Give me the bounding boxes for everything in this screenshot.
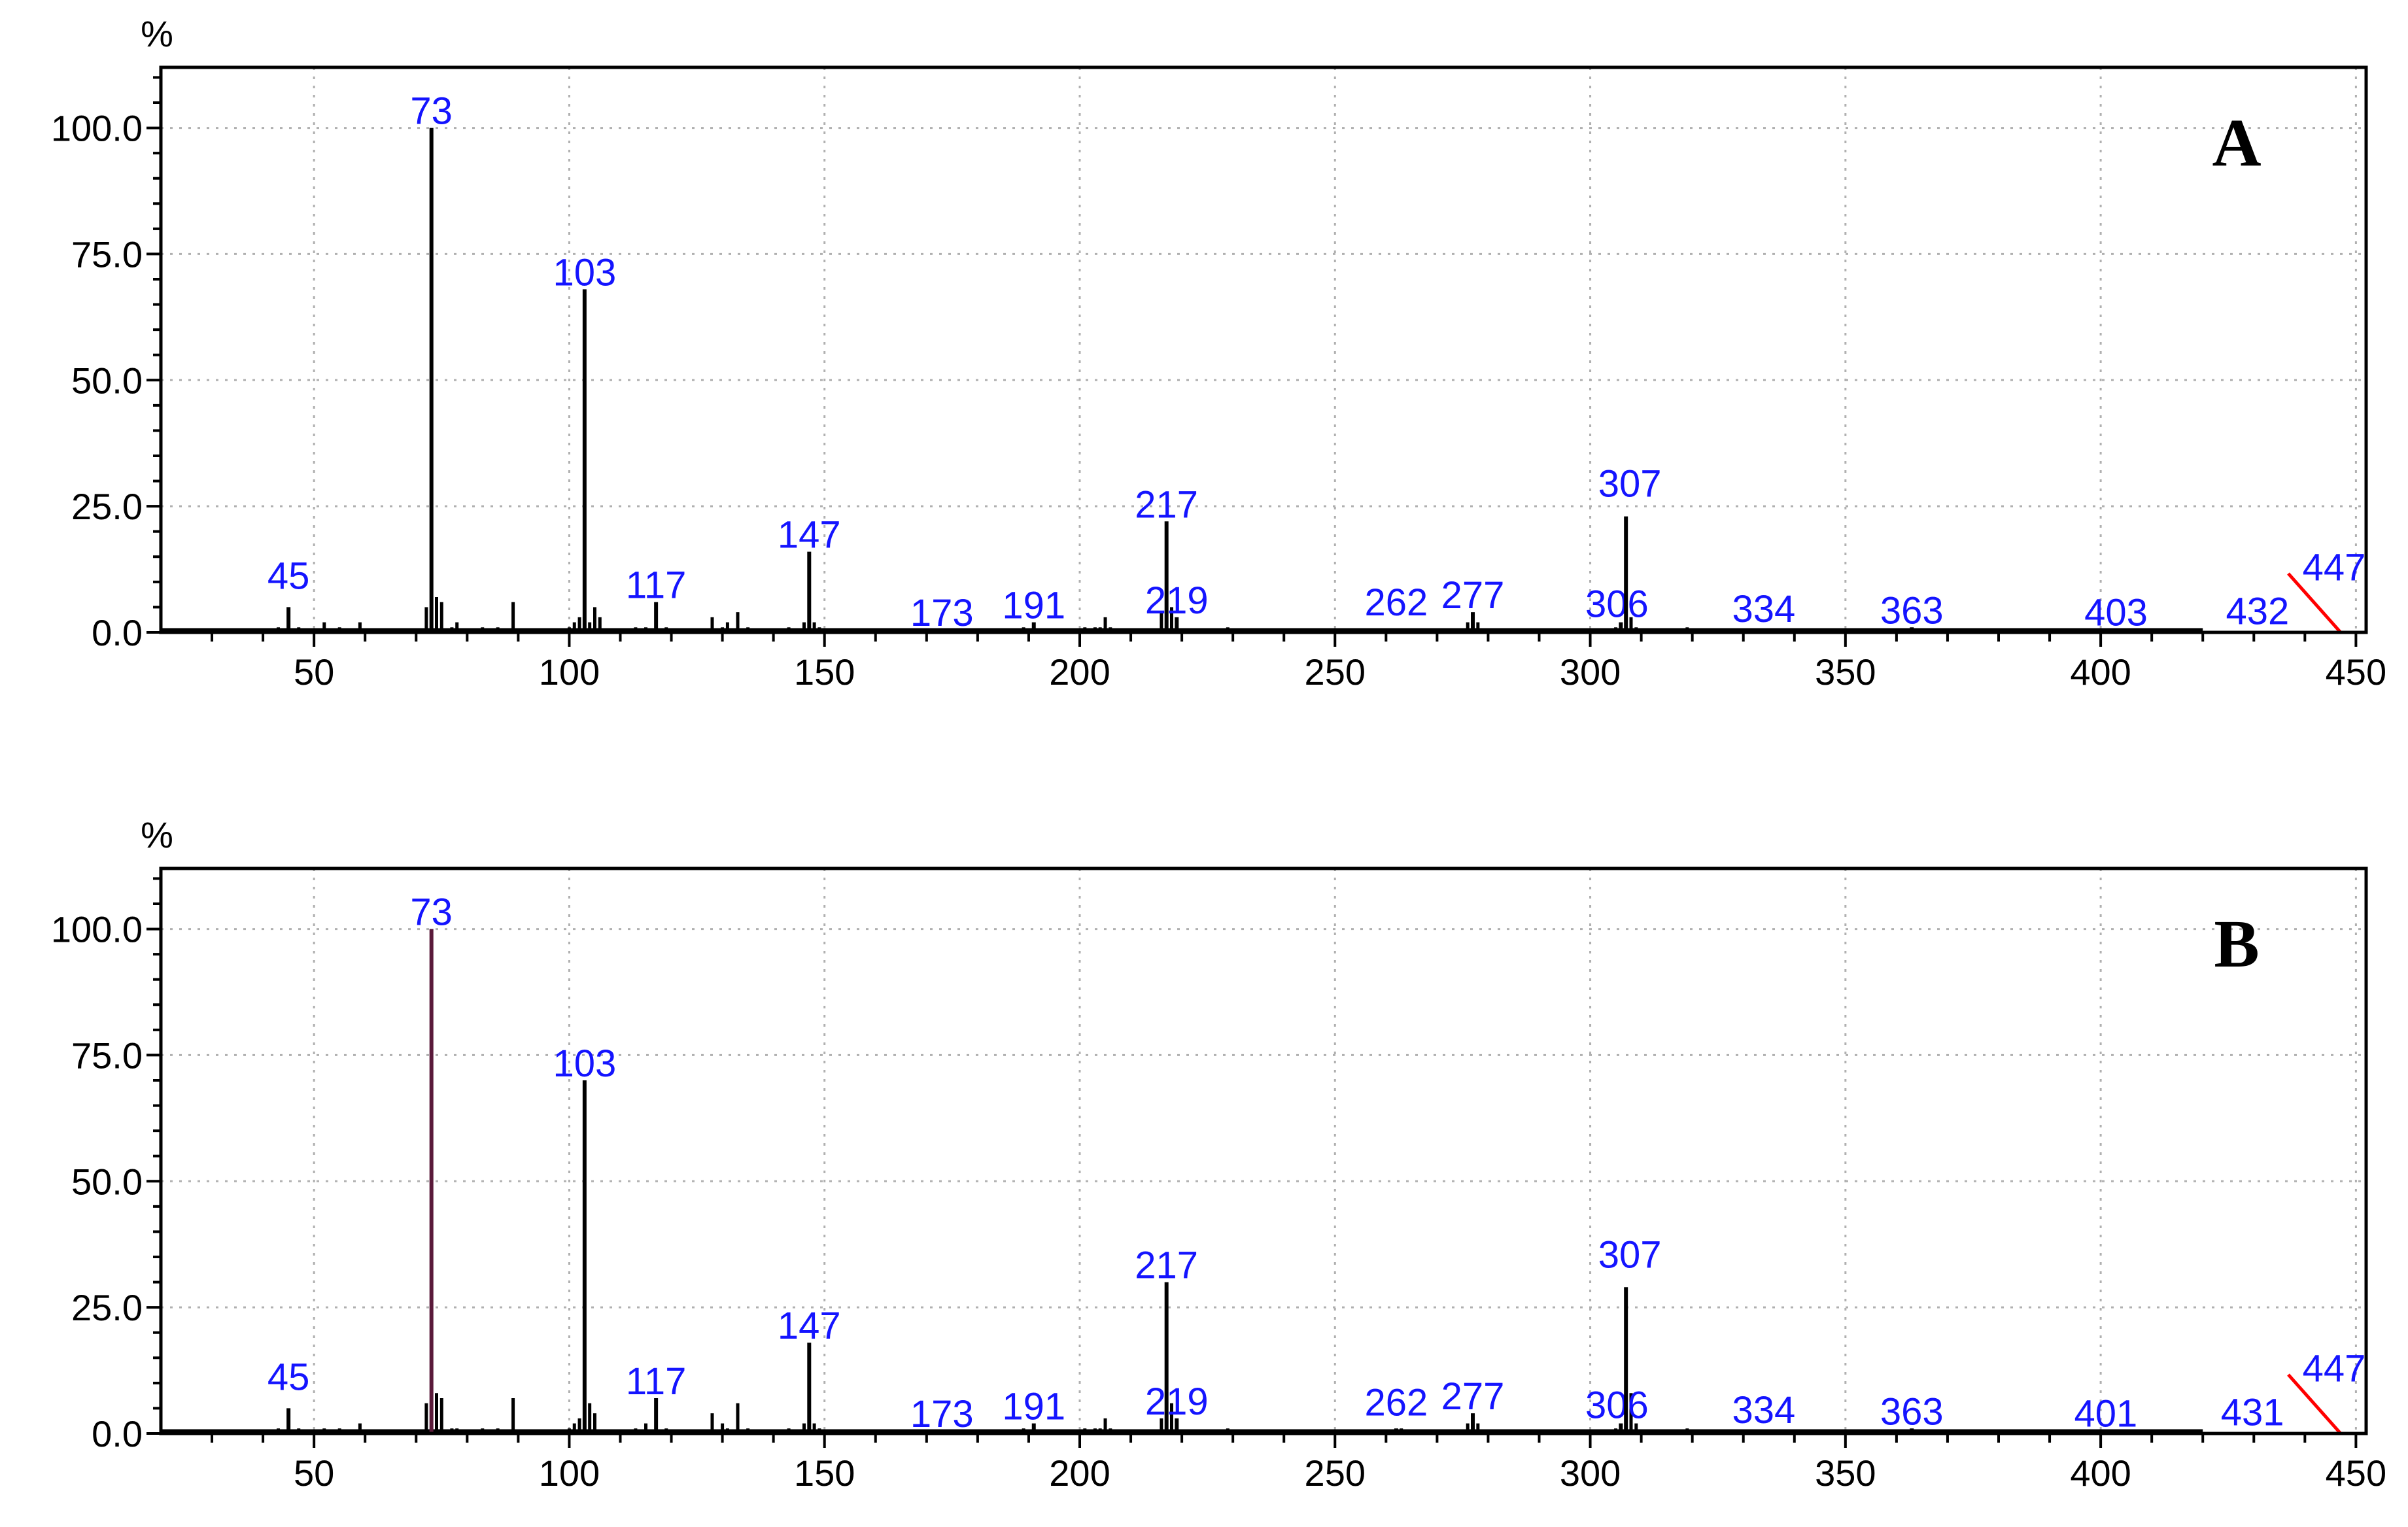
peak-label: 403 bbox=[2084, 592, 2148, 634]
peak-label: 217 bbox=[1135, 1244, 1198, 1287]
peak-label: 334 bbox=[1732, 1389, 1796, 1432]
peak-label: 147 bbox=[778, 514, 841, 557]
plot-frame bbox=[159, 866, 2368, 1435]
y-tick-label: 25.0 bbox=[71, 1287, 143, 1328]
y-tick-label: 50.0 bbox=[71, 1161, 143, 1202]
peak-label: 117 bbox=[626, 1360, 686, 1403]
x-tick-label: 100 bbox=[539, 1452, 600, 1494]
x-tick-label: 200 bbox=[1049, 651, 1110, 693]
x-tick-label: 400 bbox=[2070, 1452, 2131, 1494]
x-tick-label: 400 bbox=[2070, 651, 2131, 693]
peak-label: 447 bbox=[2303, 546, 2366, 589]
y-tick-label: 75.0 bbox=[71, 1035, 143, 1076]
peak-label: 277 bbox=[1441, 574, 1505, 617]
peak-label: 45 bbox=[267, 555, 310, 597]
peak-label: 307 bbox=[1598, 1233, 1662, 1276]
x-tick-label: 250 bbox=[1305, 651, 1366, 693]
y-tick-label: 25.0 bbox=[71, 486, 143, 527]
peak-label: 219 bbox=[1145, 579, 1209, 622]
peak-label: 191 bbox=[1002, 585, 1065, 627]
spectrum-panel-a: 50 100 150 200 250 300 350 400 450 0.0 25.0 50.0 75.… bbox=[51, 13, 2386, 693]
y-tick-label: 50.0 bbox=[71, 360, 143, 401]
y-tick-label: 75.0 bbox=[71, 233, 143, 275]
peak-label: 307 bbox=[1598, 463, 1662, 506]
peak-label: 334 bbox=[1732, 588, 1796, 630]
peak-label: 103 bbox=[553, 1042, 616, 1085]
y-tick-label: 100.0 bbox=[51, 909, 143, 950]
x-tick-label: 150 bbox=[794, 1452, 855, 1494]
peak-label: 73 bbox=[410, 90, 453, 133]
x-tick-label: 350 bbox=[1815, 1452, 1876, 1494]
peak-label: 173 bbox=[910, 592, 974, 634]
peak-label: 363 bbox=[1880, 589, 1944, 632]
peak-label: 217 bbox=[1135, 483, 1198, 526]
y-tick-label: 0.0 bbox=[92, 612, 143, 653]
x-tick-label: 100 bbox=[539, 651, 600, 693]
x-tick-label: 150 bbox=[794, 651, 855, 693]
peak-label: 447 bbox=[2303, 1347, 2366, 1390]
x-tick-label: 250 bbox=[1305, 1452, 1366, 1494]
panel-letter: B bbox=[2214, 906, 2259, 982]
peak-label: 306 bbox=[1585, 583, 1649, 626]
peak-label: 73 bbox=[410, 891, 453, 934]
spectrum-panel-b: 50 100 150 200 250 300 350 400 450 0.0 25.0 50.0 75.… bbox=[51, 814, 2386, 1494]
molecular-ion-marker bbox=[2287, 572, 2342, 634]
peak-label: 191 bbox=[1002, 1386, 1065, 1428]
y-tick-label: 100.0 bbox=[51, 108, 143, 149]
x-tick-label: 50 bbox=[294, 1452, 334, 1494]
peak-label: 173 bbox=[910, 1393, 974, 1435]
x-tick-label: 300 bbox=[1560, 1452, 1621, 1494]
x-tick-label: 450 bbox=[2326, 651, 2386, 693]
peak-label: 432 bbox=[2226, 591, 2289, 633]
peak-label: 277 bbox=[1441, 1375, 1505, 1418]
peak-label: 401 bbox=[2074, 1393, 2138, 1435]
x-tick-label: 350 bbox=[1815, 651, 1876, 693]
x-tick-label: 450 bbox=[2326, 1452, 2386, 1494]
peak-label: 45 bbox=[267, 1356, 310, 1398]
x-tick-label: 200 bbox=[1049, 1452, 1110, 1494]
peak-label: 147 bbox=[778, 1305, 841, 1347]
molecular-ion-marker bbox=[2287, 1373, 2342, 1435]
peak-label: 117 bbox=[626, 564, 686, 607]
y-axis-label: % bbox=[141, 13, 173, 54]
panel-letter: A bbox=[2212, 105, 2261, 180]
peak-label: 431 bbox=[2221, 1392, 2284, 1434]
y-axis-label: % bbox=[141, 814, 173, 855]
x-tick-label: 50 bbox=[294, 651, 334, 693]
peak-label: 306 bbox=[1585, 1384, 1649, 1427]
peak-label: 363 bbox=[1880, 1390, 1944, 1433]
y-tick-label: 0.0 bbox=[92, 1413, 143, 1454]
peak-label: 103 bbox=[553, 251, 616, 294]
x-tick-label: 300 bbox=[1560, 651, 1621, 693]
peak-label: 219 bbox=[1145, 1381, 1209, 1423]
peak-label: 262 bbox=[1365, 1381, 1428, 1424]
peak-label: 262 bbox=[1365, 581, 1428, 624]
plot-frame bbox=[159, 65, 2368, 634]
